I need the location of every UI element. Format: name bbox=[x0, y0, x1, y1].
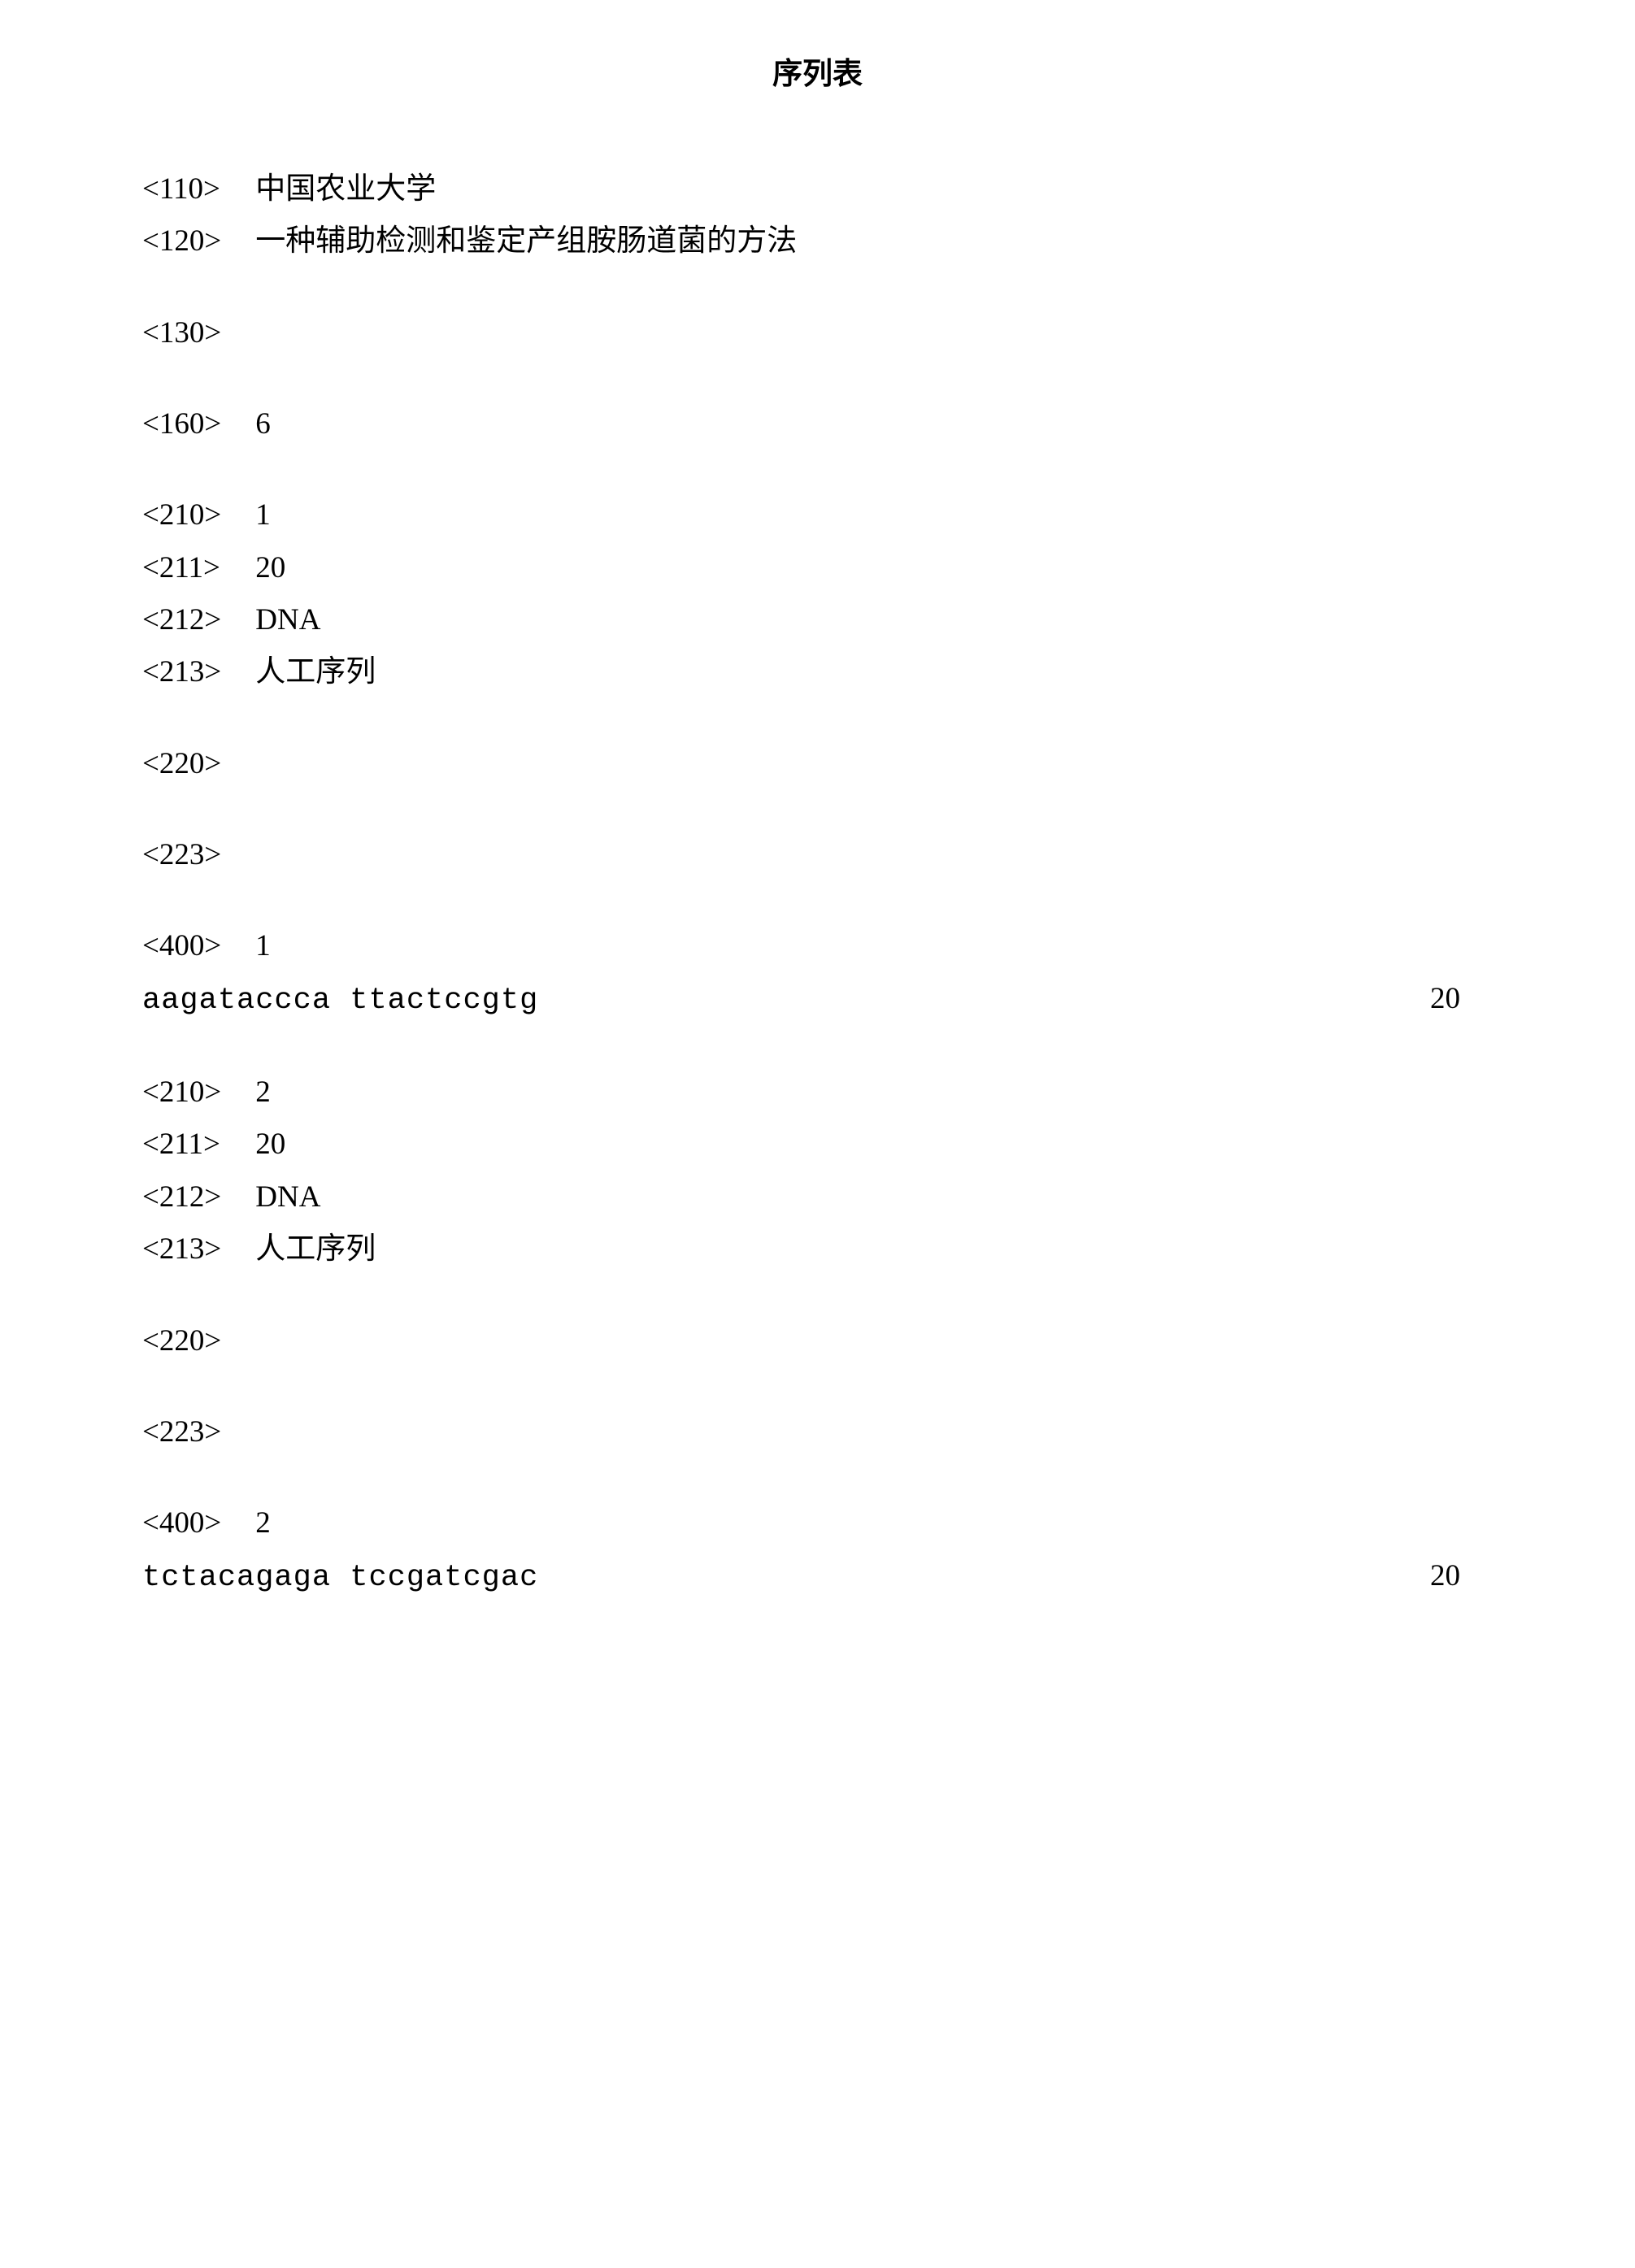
seq1-tag-223: <223> bbox=[142, 832, 248, 878]
seq2-entry-212: <212> DNA bbox=[142, 1174, 1493, 1220]
entry-110: <110> 中国农业大学 bbox=[142, 166, 1493, 212]
value-110: 中国农业大学 bbox=[255, 172, 436, 206]
seq2-value-212: DNA bbox=[255, 1180, 320, 1214]
seq1-tag-210: <210> bbox=[142, 492, 248, 538]
seq2-tag-223: <223> bbox=[142, 1409, 248, 1455]
seq1-entry-223: <223> bbox=[142, 832, 1493, 878]
seq1-entry-213: <213> 人工序列 bbox=[142, 649, 1493, 695]
seq1-tag-400: <400> bbox=[142, 923, 248, 969]
seq2-entry-213: <213> 人工序列 bbox=[142, 1226, 1493, 1272]
seq2-tag-212: <212> bbox=[142, 1174, 248, 1220]
seq2-tag-210: <210> bbox=[142, 1069, 248, 1115]
seq2-value-211: 20 bbox=[255, 1127, 285, 1161]
seq2-value-210: 2 bbox=[255, 1075, 271, 1109]
seq2-value-400: 2 bbox=[255, 1506, 271, 1540]
tag-160: <160> bbox=[142, 401, 248, 447]
seq2-value-213: 人工序列 bbox=[255, 1232, 376, 1266]
seq1-entry-400: <400> 1 bbox=[142, 923, 1493, 969]
seq1-sequence-text: aagataccca ttactccgtg bbox=[142, 978, 538, 1024]
seq2-sequence-text: tctacagaga tccgatcgac bbox=[142, 1555, 538, 1601]
value-120: 一种辅助检测和鉴定产组胺肠道菌的方法 bbox=[255, 224, 797, 258]
seq1-value-211: 20 bbox=[255, 551, 285, 584]
seq1-entry-212: <212> DNA bbox=[142, 597, 1493, 643]
seq1-tag-220: <220> bbox=[142, 741, 248, 787]
entry-160: <160> 6 bbox=[142, 401, 1493, 447]
seq1-tag-212: <212> bbox=[142, 597, 248, 643]
seq1-entry-210: <210> 1 bbox=[142, 492, 1493, 538]
entry-130: <130> bbox=[142, 310, 1493, 356]
seq1-value-212: DNA bbox=[255, 603, 320, 637]
seq1-entry-220: <220> bbox=[142, 741, 1493, 787]
page-title: 序列表 bbox=[142, 49, 1493, 93]
seq1-entry-211: <211> 20 bbox=[142, 545, 1493, 591]
seq1-value-210: 1 bbox=[255, 498, 271, 532]
seq2-entry-211: <211> 20 bbox=[142, 1121, 1493, 1167]
seq2-sequence-line: tctacagaga tccgatcgac 20 bbox=[142, 1553, 1493, 1601]
seq2-entry-223: <223> bbox=[142, 1409, 1493, 1455]
seq1-tag-211: <211> bbox=[142, 545, 248, 591]
seq1-sequence-line: aagataccca ttactccgtg 20 bbox=[142, 975, 1493, 1024]
seq1-tag-213: <213> bbox=[142, 649, 248, 695]
seq2-tag-213: <213> bbox=[142, 1226, 248, 1272]
seq1-value-400: 1 bbox=[255, 929, 271, 962]
seq2-tag-220: <220> bbox=[142, 1318, 248, 1364]
tag-110: <110> bbox=[142, 166, 248, 212]
seq2-entry-220: <220> bbox=[142, 1318, 1493, 1364]
seq1-sequence-count: 20 bbox=[1430, 975, 1493, 1022]
seq1-value-213: 人工序列 bbox=[255, 655, 376, 689]
value-160: 6 bbox=[255, 407, 271, 441]
tag-120: <120> bbox=[142, 218, 248, 264]
seq2-entry-400: <400> 2 bbox=[142, 1500, 1493, 1546]
seq2-sequence-count: 20 bbox=[1430, 1553, 1493, 1599]
seq2-tag-211: <211> bbox=[142, 1121, 248, 1167]
seq2-tag-400: <400> bbox=[142, 1500, 248, 1546]
entry-120: <120> 一种辅助检测和鉴定产组胺肠道菌的方法 bbox=[142, 218, 1493, 264]
tag-130: <130> bbox=[142, 310, 248, 356]
seq2-entry-210: <210> 2 bbox=[142, 1069, 1493, 1115]
